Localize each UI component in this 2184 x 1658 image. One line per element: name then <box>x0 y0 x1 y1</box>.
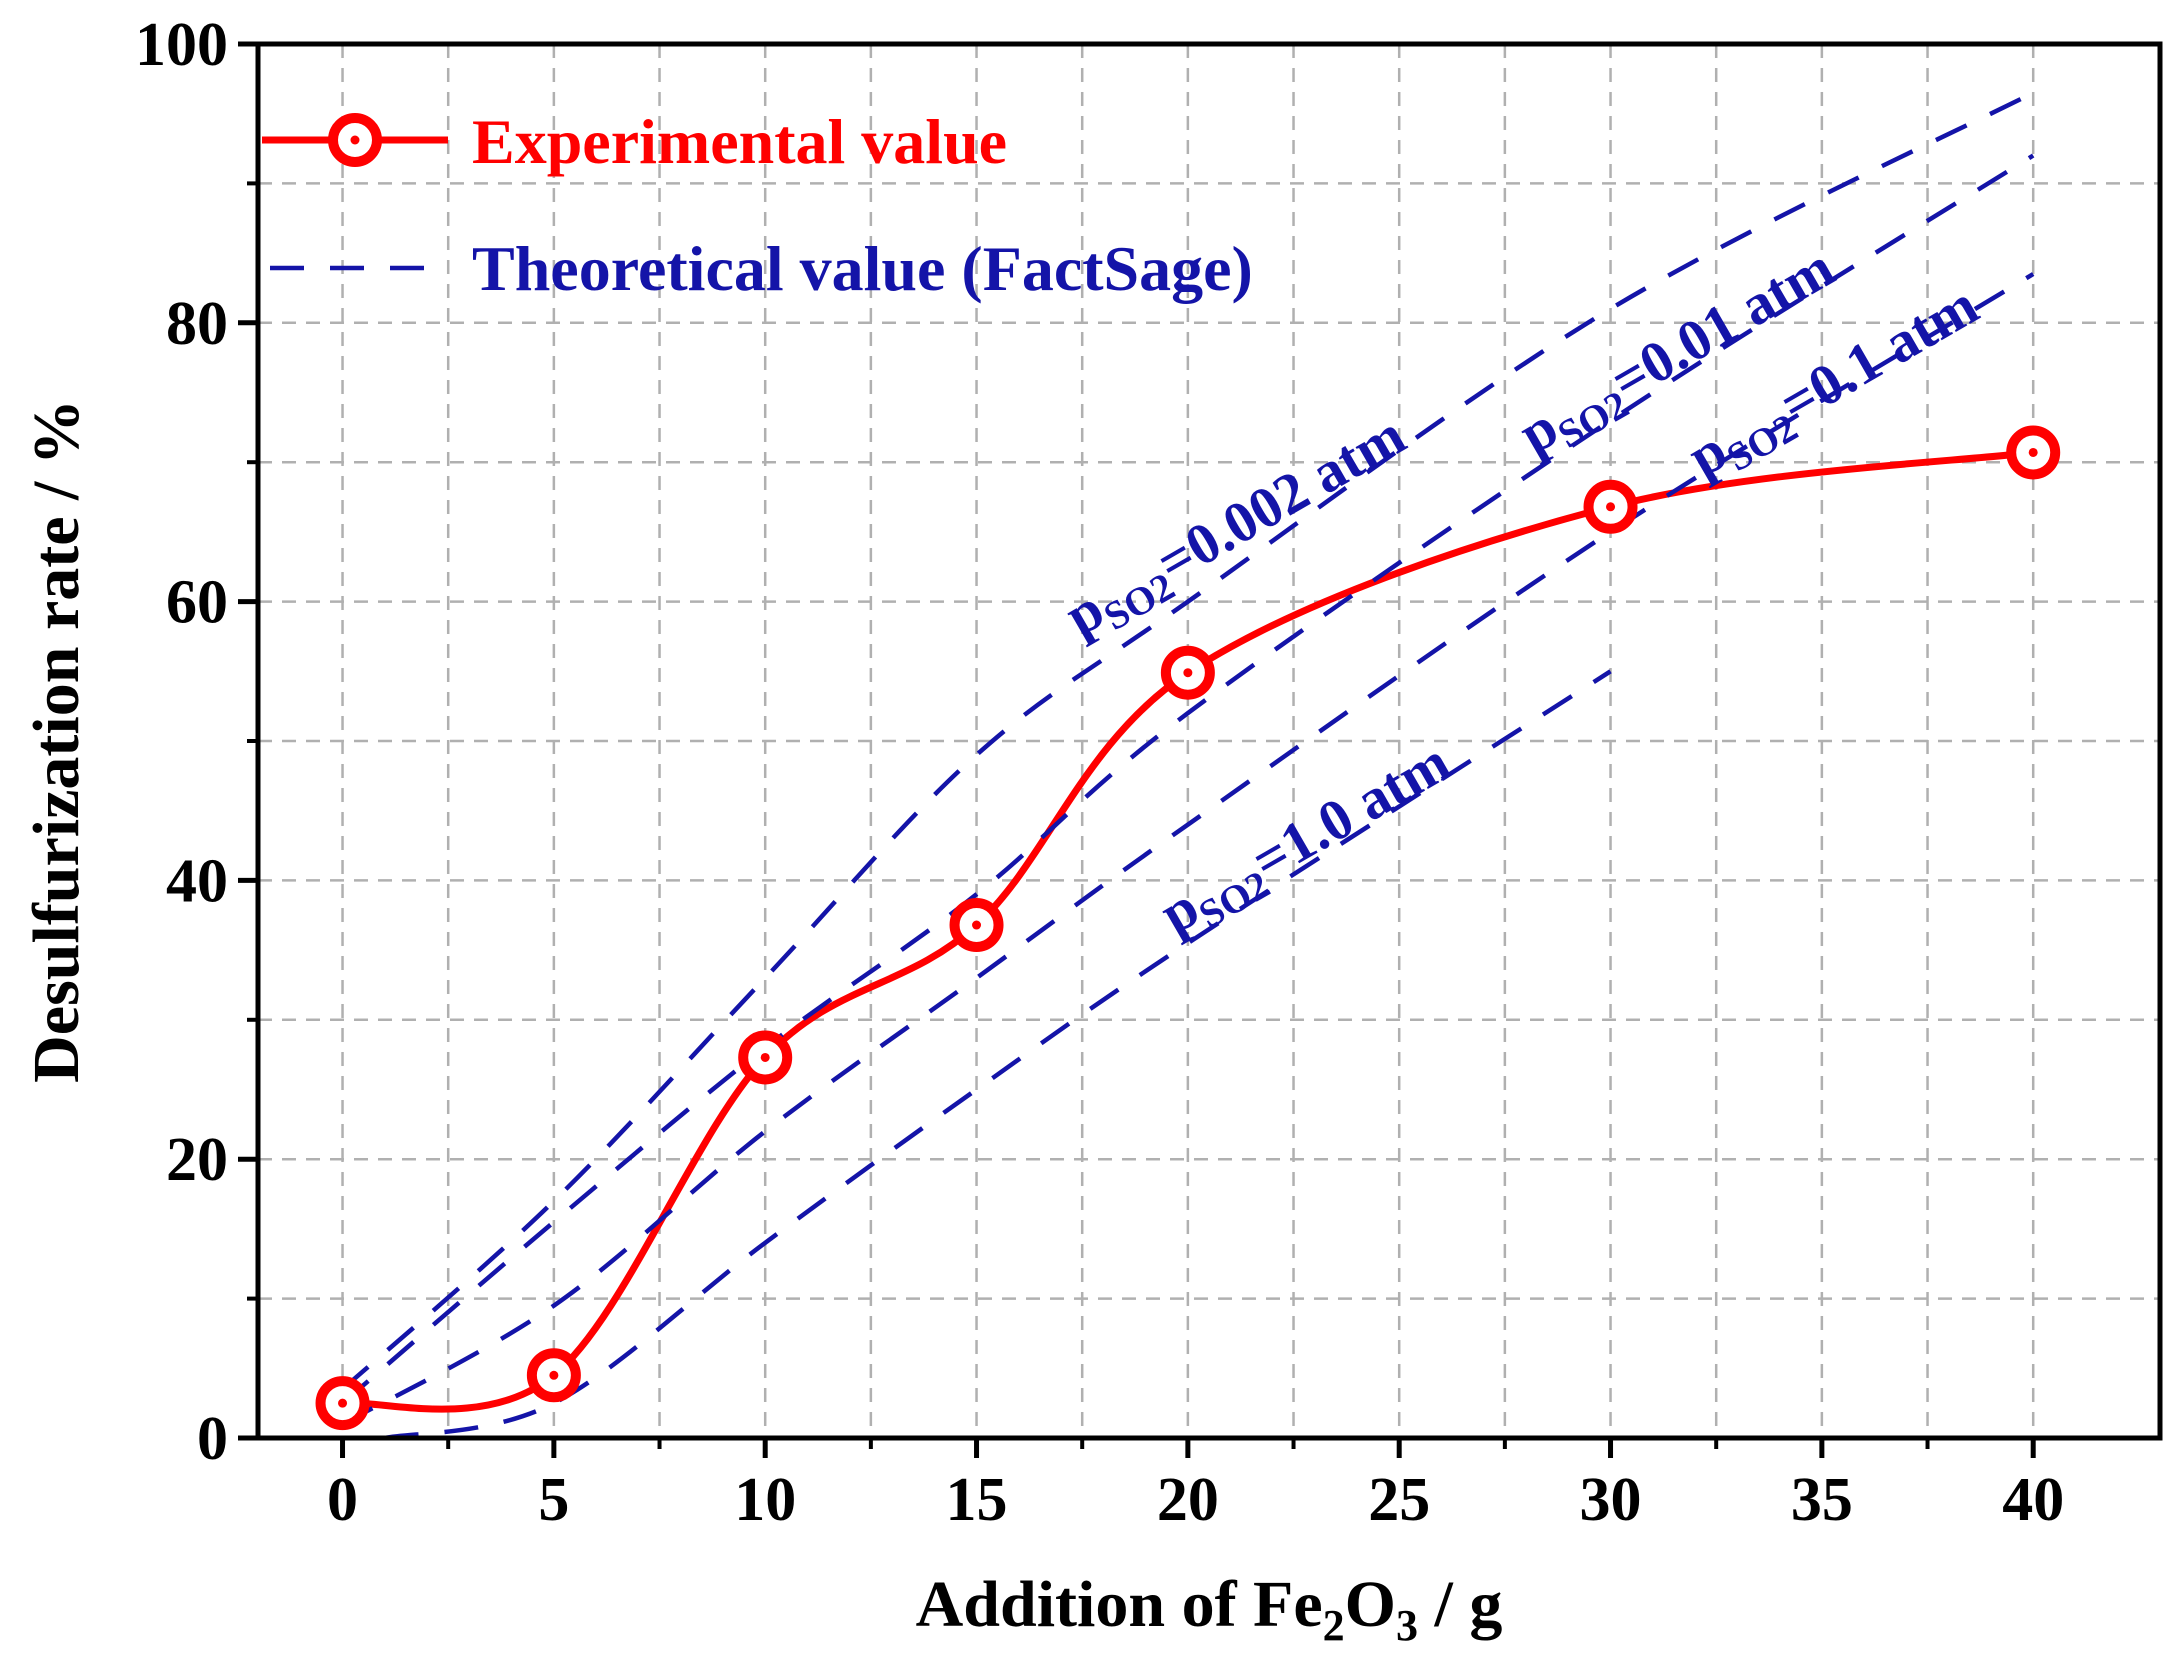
legend-experimental-marker-dot <box>350 135 360 145</box>
annotation-pso2-0.002: pSO2=0.002 atm <box>1054 402 1420 655</box>
theoretical-curve-1 <box>341 90 2035 1391</box>
legend-experimental-label: Experimental value <box>472 106 1007 177</box>
grid <box>258 44 2160 1438</box>
x-tick-label: 25 <box>1368 1466 1430 1534</box>
experimental-point-center <box>549 1370 559 1380</box>
y-tick-label: 80 <box>166 290 228 358</box>
experimental-point-center <box>1606 502 1616 512</box>
y-tick-label: 0 <box>197 1405 228 1473</box>
x-tick-label: 40 <box>2002 1466 2064 1534</box>
x-tick-label: 15 <box>946 1466 1008 1534</box>
y-tick-label: 20 <box>166 1126 228 1194</box>
theoretical-curve-3 <box>341 272 2035 1427</box>
experimental-point-center <box>760 1052 770 1062</box>
x-tick-label: 0 <box>327 1466 358 1534</box>
x-axis-title: Addition of Fe2O3 / g <box>916 1568 1503 1650</box>
legend: Experimental value Theoretical value (Fa… <box>262 106 1253 304</box>
experimental-point-center <box>1183 668 1193 678</box>
experimental-point-center <box>972 920 982 930</box>
y-tick-label: 40 <box>166 847 228 915</box>
x-tick-label: 20 <box>1157 1466 1219 1534</box>
y-axis-title: Desulfurization rate / % <box>20 399 93 1083</box>
x-tick-label: 35 <box>1791 1466 1853 1534</box>
x-tick-label: 30 <box>1580 1466 1642 1534</box>
x-tick-label: 5 <box>538 1466 569 1534</box>
experimental-point-center <box>338 1398 348 1408</box>
y-tick-label: 100 <box>135 11 228 79</box>
y-tick-label: 60 <box>166 569 228 637</box>
tick-layer: 0 5 10 15 20 25 30 35 40 0 20 40 60 80 100 <box>135 11 2064 1534</box>
x-tick-label: 10 <box>734 1466 796 1534</box>
experimental-point-center <box>2028 447 2038 457</box>
legend-theoretical-label: Theoretical value (FactSage) <box>472 233 1253 304</box>
marker-layer <box>315 425 2061 1431</box>
annotation-pso2-1.0: pSO2=1.0 atm <box>1149 729 1465 953</box>
